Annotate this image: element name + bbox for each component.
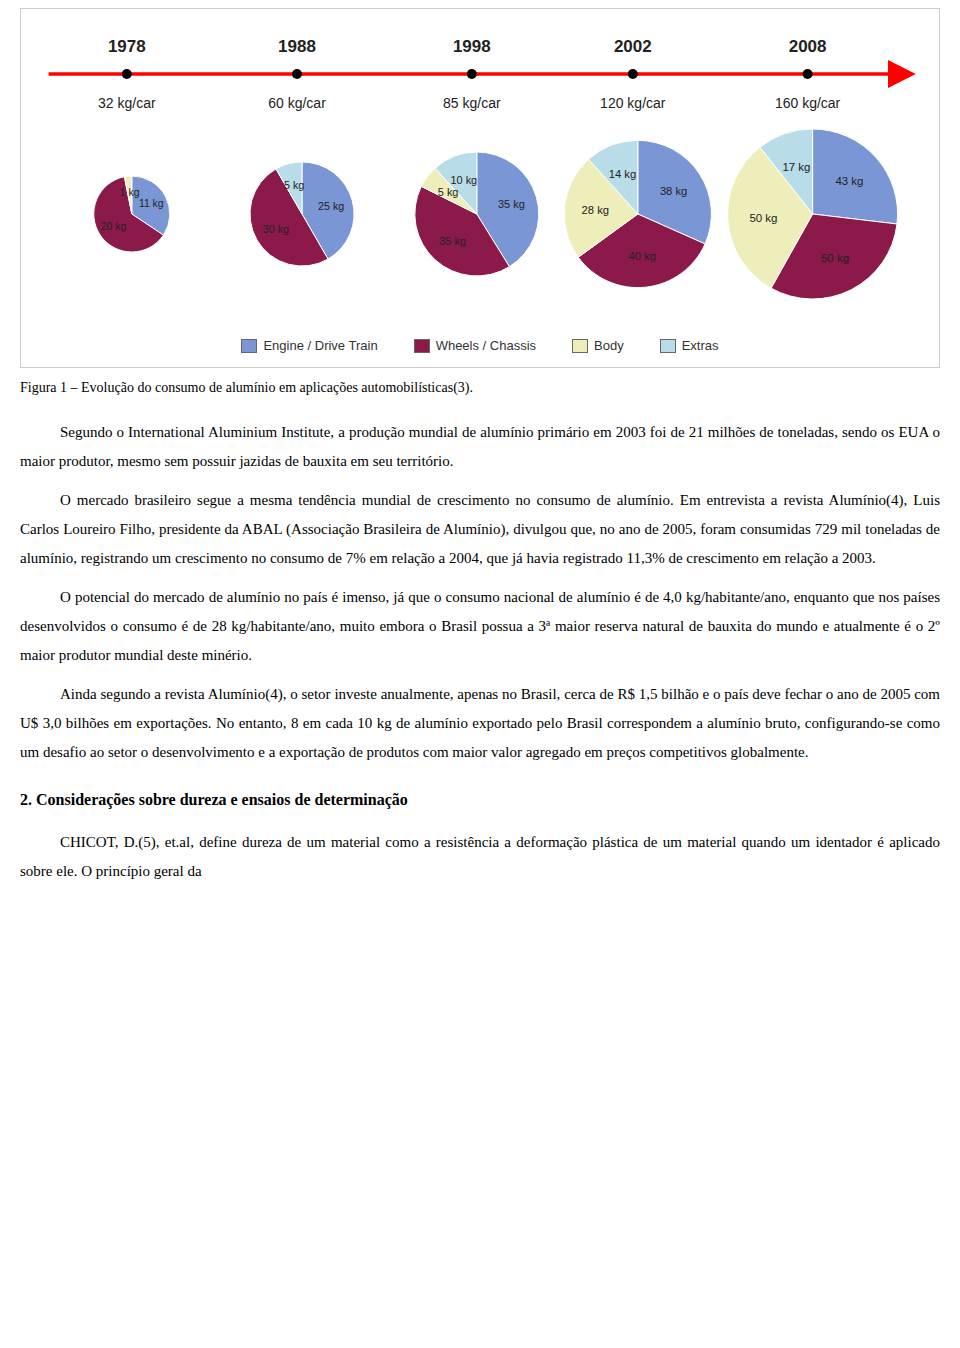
svg-text:1978: 1978 xyxy=(108,37,146,56)
html-text:Body: Body xyxy=(594,338,624,353)
html-text:Ainda segundo a revista Alumín: Ainda segundo a revista Alumínio(4), o s… xyxy=(20,686,940,760)
svg-text:1 kg: 1 kg xyxy=(120,187,140,198)
svg-text:17 kg: 17 kg xyxy=(782,161,810,173)
html-text:2. Considerações sobre dureza: 2. Considerações sobre dureza e ensaios … xyxy=(20,791,408,808)
svg-text:11 kg: 11 kg xyxy=(139,198,164,209)
svg-text:32 kg/car: 32 kg/car xyxy=(98,95,156,111)
svg-text:160 kg/car: 160 kg/car xyxy=(775,95,841,111)
html-text:Wheels / Chassis: Wheels / Chassis xyxy=(435,338,536,353)
html-text:Segundo o International Alumin: Segundo o International Aluminium Instit… xyxy=(20,424,940,469)
svg-text:14 kg: 14 kg xyxy=(609,168,636,180)
svg-text:30 kg: 30 kg xyxy=(263,223,289,235)
html-text:O mercado brasileiro segue a m: O mercado brasileiro segue a mesma tendê… xyxy=(20,492,940,566)
svg-text:25 kg: 25 kg xyxy=(318,200,344,212)
svg-text:1998: 1998 xyxy=(453,37,491,56)
html-text:Figura 1 – Evolução do consumo: Figura 1 – Evolução do consumo de alumín… xyxy=(20,380,473,395)
svg-text:10 kg: 10 kg xyxy=(450,174,477,186)
svg-text:120 kg/car: 120 kg/car xyxy=(600,95,666,111)
svg-text:50 kg: 50 kg xyxy=(821,252,849,264)
svg-text:2002: 2002 xyxy=(614,37,652,56)
html-text:Extras: Extras xyxy=(681,338,719,353)
html-text:Engine / Drive Train: Engine / Drive Train xyxy=(263,338,378,353)
svg-text:20 kg: 20 kg xyxy=(101,221,127,232)
svg-text:1988: 1988 xyxy=(278,37,316,56)
svg-text:5 kg: 5 kg xyxy=(438,186,459,198)
svg-text:5 kg: 5 kg xyxy=(284,179,304,191)
svg-text:43 kg: 43 kg xyxy=(835,175,863,187)
html-text:CHICOT, D.(5), et.al, define d: CHICOT, D.(5), et.al, define dureza de u… xyxy=(20,834,940,879)
svg-text:50 kg: 50 kg xyxy=(749,212,777,224)
svg-text:85 kg/car: 85 kg/car xyxy=(443,95,501,111)
svg-text:40 kg: 40 kg xyxy=(629,250,656,262)
html-text:O potencial do mercado de alum: O potencial do mercado de alumínio no pa… xyxy=(20,589,940,663)
svg-text:35 kg: 35 kg xyxy=(439,235,466,247)
svg-text:38 kg: 38 kg xyxy=(660,185,687,197)
svg-text:35 kg: 35 kg xyxy=(498,198,525,210)
svg-text:60 kg/car: 60 kg/car xyxy=(268,95,326,111)
svg-text:2008: 2008 xyxy=(789,37,827,56)
svg-text:28 kg: 28 kg xyxy=(582,204,609,216)
